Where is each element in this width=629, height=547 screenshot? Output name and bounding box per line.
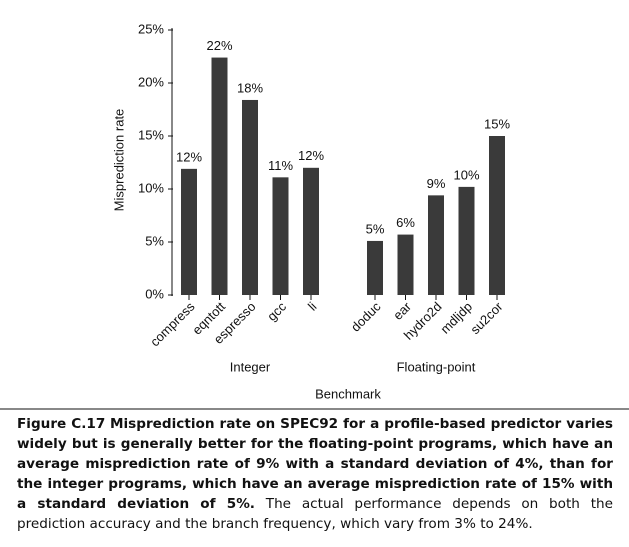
x-tick-label: su2cor	[467, 298, 506, 337]
data-label: 18%	[237, 80, 263, 95]
bar	[303, 167, 319, 295]
chart: Misprediction rate Benchmark 0% 5% 10% 15% 2…	[0, 21, 629, 410]
y-tick-label: 5%	[145, 233, 164, 248]
data-label: 9%	[427, 176, 446, 191]
x-tick-label: compress	[147, 299, 198, 350]
y-tick-label: 20%	[138, 74, 164, 89]
bar	[458, 186, 475, 295]
bar	[489, 136, 505, 295]
bar	[397, 234, 414, 295]
x-tick-label: li	[305, 299, 320, 314]
data-label: 12%	[298, 148, 324, 163]
x-tick-label: ear	[390, 298, 414, 322]
y-tick-label: 0%	[145, 286, 164, 301]
bar	[367, 240, 383, 295]
data-label: 12%	[176, 149, 202, 164]
y-tick-label: 10%	[138, 180, 164, 195]
data-label: 6%	[396, 215, 415, 230]
caption-bold: Misprediction rate on SPEC92 for a profi…	[17, 416, 613, 512]
x-tick-label: doduc	[348, 299, 384, 335]
y-tick-label: 15%	[138, 127, 164, 142]
y-tick-label: 25%	[138, 21, 164, 36]
bar	[211, 57, 228, 296]
caption-label: Figure C.17	[17, 416, 106, 432]
bar	[181, 168, 197, 295]
data-label: 11%	[268, 158, 293, 173]
data-label: 22%	[206, 38, 232, 53]
data-label: 10%	[453, 167, 479, 182]
y-axis-label: Misprediction rate	[111, 109, 126, 212]
bar	[272, 177, 289, 295]
group-label: Floating-point	[397, 359, 476, 374]
x-axis-label: Benchmark	[315, 386, 381, 401]
group-label: Integer	[230, 359, 271, 374]
x-tick-label: gcc	[264, 299, 289, 324]
caption: Figure C.17 Misprediction rate on SPEC92…	[17, 414, 613, 534]
caption-text: The actual performance depends on both t…	[17, 496, 614, 532]
data-label: 5%	[366, 221, 385, 236]
x-tick-label: mdljdp	[437, 299, 475, 337]
data-label: 15%	[484, 116, 510, 131]
bar	[242, 99, 258, 296]
bar	[428, 195, 444, 295]
